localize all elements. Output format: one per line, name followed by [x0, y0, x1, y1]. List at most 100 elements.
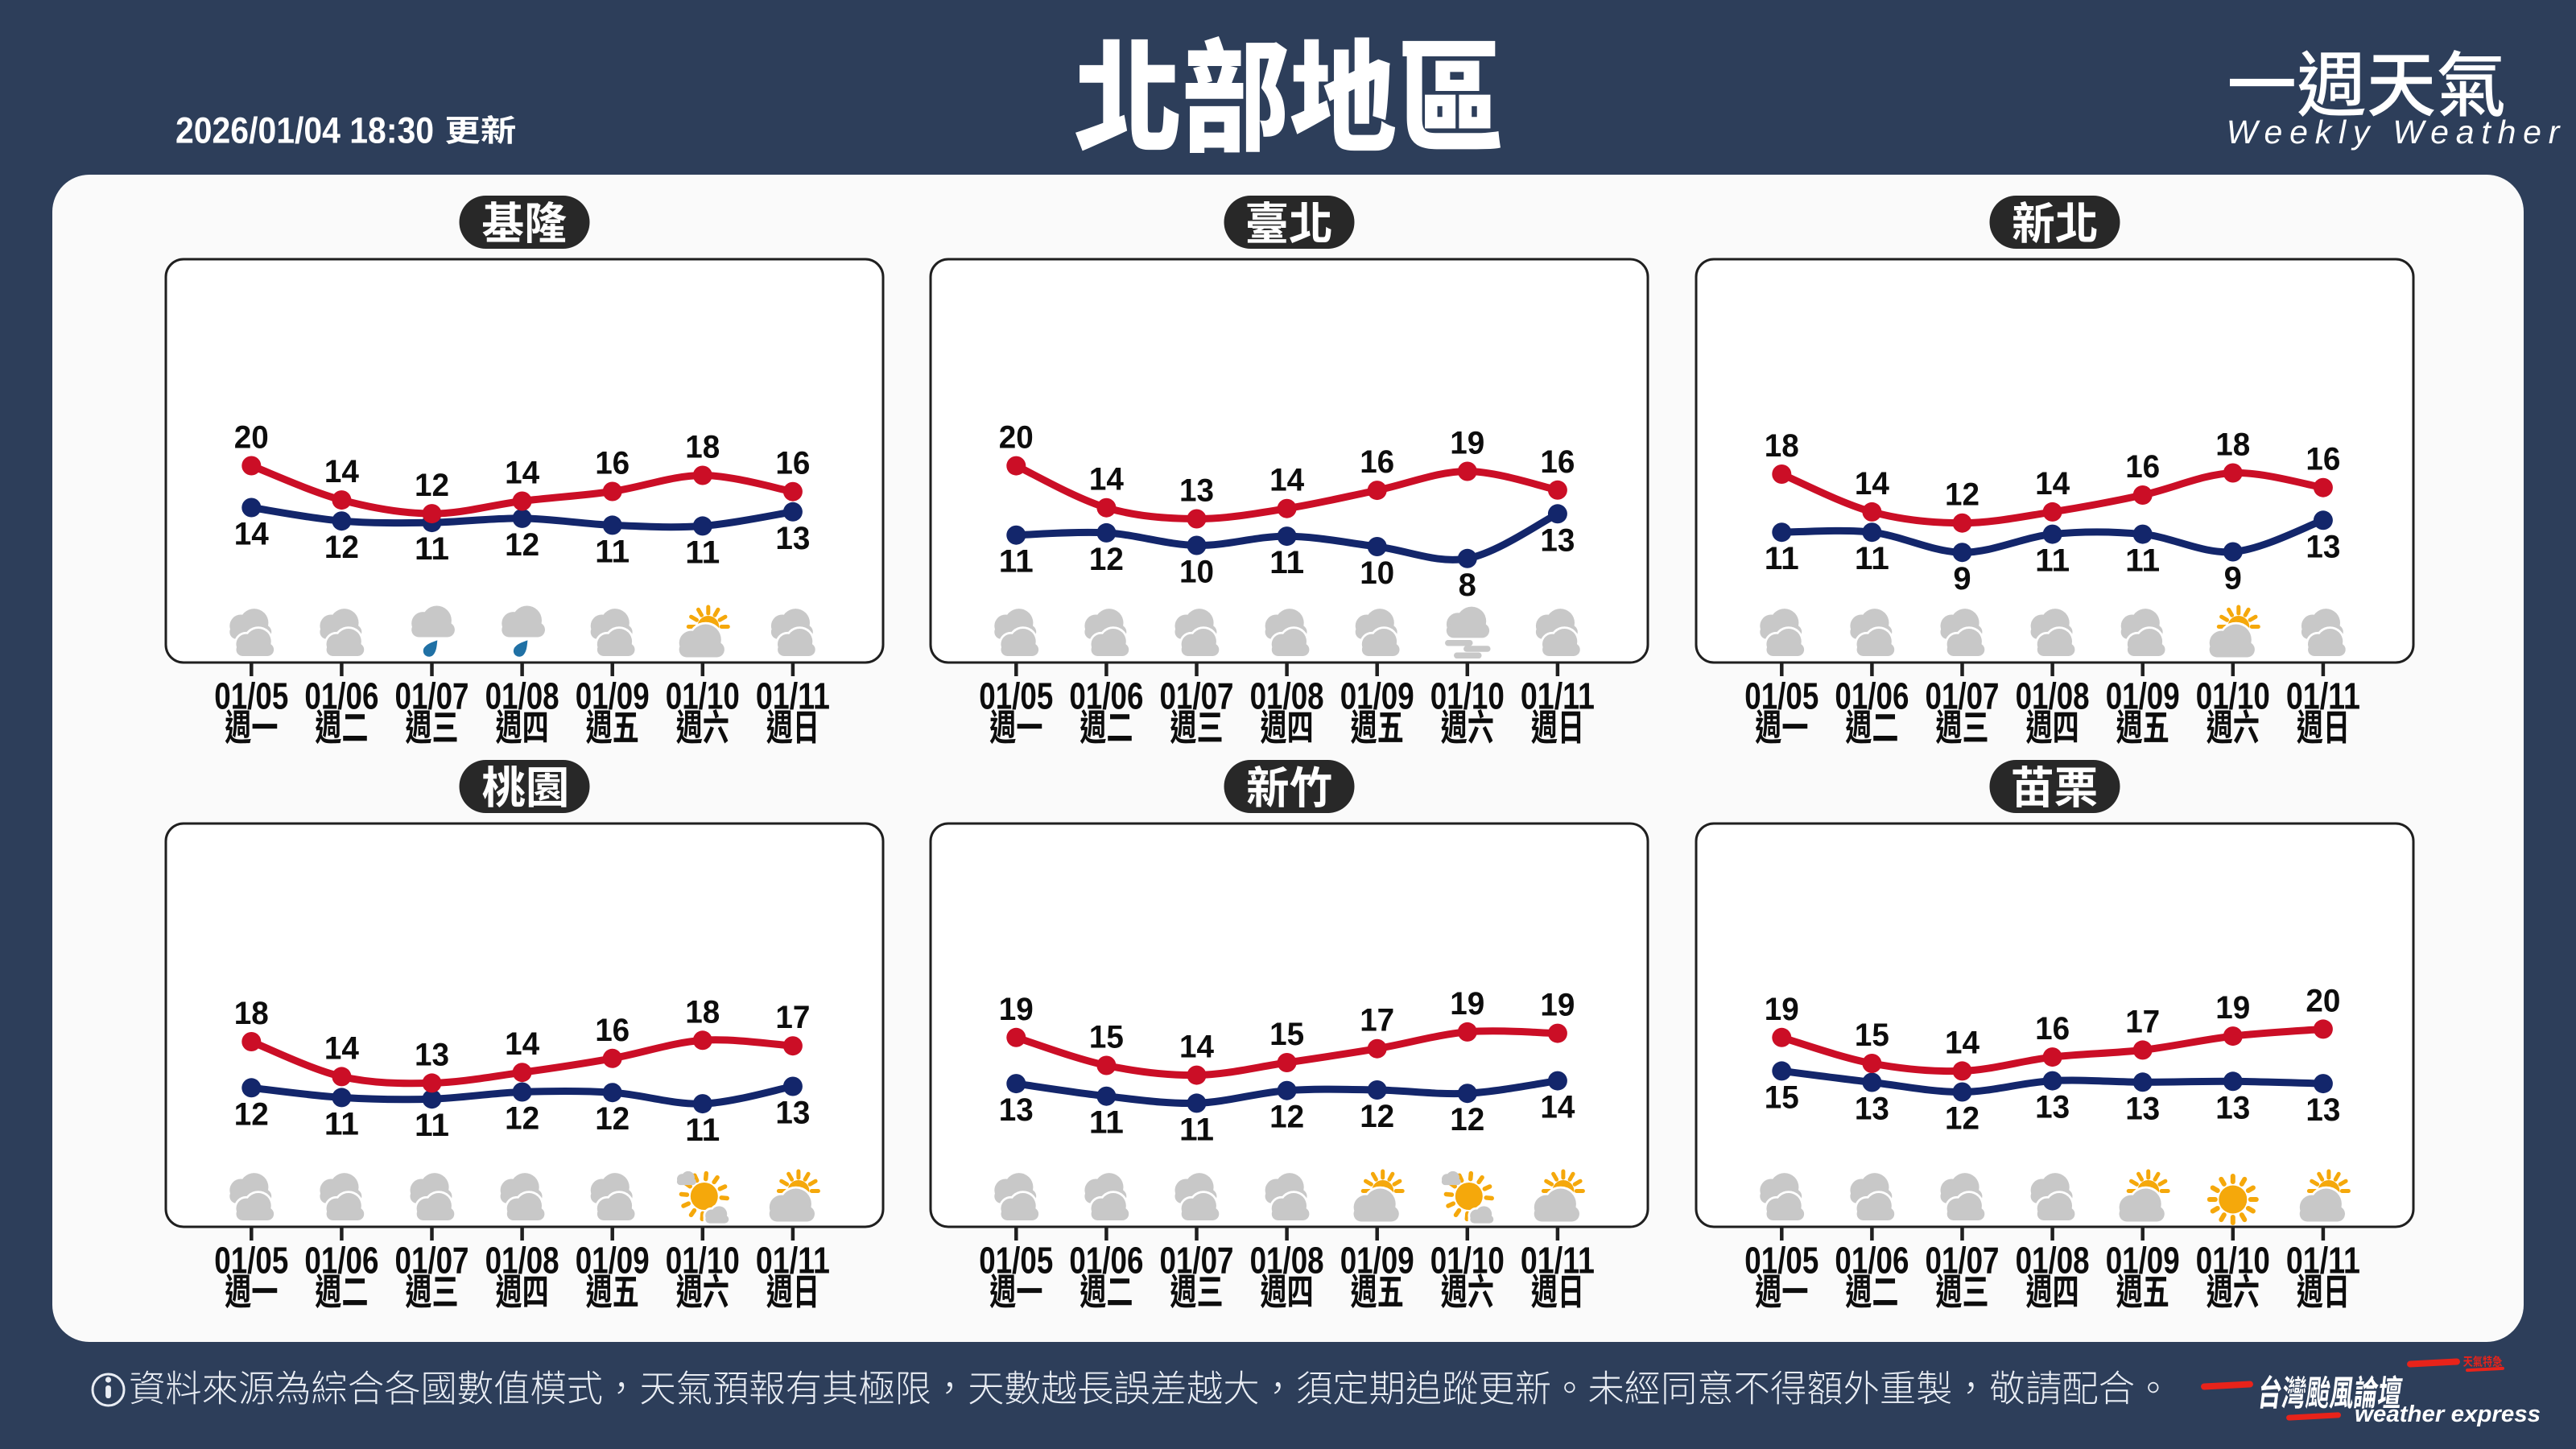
svg-text:weather express: weather express	[2355, 1402, 2541, 1427]
svg-text:14: 14	[1945, 1025, 1980, 1060]
svg-text:Weekly Weather: Weekly Weather	[2227, 114, 2566, 151]
svg-text:8: 8	[1459, 568, 1476, 603]
svg-text:15: 15	[1855, 1018, 1889, 1053]
svg-text:01/09: 01/09	[1340, 1240, 1414, 1282]
svg-text:18: 18	[1765, 428, 1799, 464]
svg-text:01/10: 01/10	[1430, 1240, 1505, 1282]
svg-text:2026/01/04 18:30: 2026/01/04 18:30	[175, 110, 434, 151]
svg-text:01/10: 01/10	[666, 675, 740, 717]
svg-text:17: 17	[775, 1000, 810, 1035]
svg-text:13: 13	[2215, 1090, 2250, 1125]
svg-text:12: 12	[234, 1096, 269, 1132]
svg-text:13: 13	[1179, 473, 1214, 509]
svg-text:01/07: 01/07	[395, 675, 469, 717]
svg-text:14: 14	[234, 517, 270, 552]
svg-text:11: 11	[685, 1113, 720, 1148]
svg-text:13: 13	[999, 1092, 1034, 1128]
svg-text:14: 14	[1540, 1090, 1575, 1125]
svg-text:16: 16	[775, 446, 810, 481]
svg-text:01/08: 01/08	[1250, 1240, 1324, 1282]
svg-text:11: 11	[999, 544, 1034, 580]
svg-text:01/09: 01/09	[2106, 1240, 2180, 1282]
svg-text:13: 13	[2306, 1092, 2340, 1128]
svg-text:11: 11	[2035, 543, 2070, 579]
svg-text:12: 12	[1945, 1101, 1979, 1137]
svg-text:01/11: 01/11	[1521, 1240, 1595, 1282]
svg-text:01/08: 01/08	[2016, 675, 2090, 717]
svg-text:18: 18	[234, 996, 269, 1031]
svg-text:01/05: 01/05	[1744, 1240, 1818, 1282]
svg-text:12: 12	[505, 527, 539, 563]
svg-text:01/11: 01/11	[2286, 675, 2360, 717]
svg-text:12: 12	[1360, 1099, 1394, 1134]
svg-text:01/09: 01/09	[576, 1240, 650, 1282]
svg-text:01/10: 01/10	[666, 1240, 740, 1282]
svg-text:01/07: 01/07	[1926, 1240, 2000, 1282]
svg-text:16: 16	[595, 1013, 630, 1048]
svg-text:10: 10	[1179, 555, 1214, 590]
svg-text:01/11: 01/11	[1521, 675, 1595, 717]
svg-text:01/07: 01/07	[1926, 675, 2000, 717]
svg-text:01/05: 01/05	[214, 1240, 288, 1282]
svg-text:19: 19	[1765, 992, 1799, 1027]
svg-text:01/05: 01/05	[214, 675, 288, 717]
svg-text:12: 12	[1945, 477, 1979, 513]
svg-text:14: 14	[324, 1030, 360, 1066]
svg-text:18: 18	[685, 430, 720, 465]
svg-text:10: 10	[1360, 555, 1394, 591]
svg-text:01/06: 01/06	[304, 675, 378, 717]
svg-text:01/09: 01/09	[576, 675, 650, 717]
svg-text:19: 19	[2215, 990, 2250, 1026]
svg-text:12: 12	[1450, 1102, 1484, 1137]
svg-text:01/10: 01/10	[2196, 675, 2270, 717]
svg-text:01/11: 01/11	[756, 1240, 830, 1282]
svg-text:15: 15	[1765, 1080, 1799, 1115]
svg-text:13: 13	[1540, 522, 1575, 558]
svg-text:01/07: 01/07	[1160, 1240, 1234, 1282]
svg-text:11: 11	[1855, 541, 1889, 576]
svg-text:01/08: 01/08	[1250, 675, 1324, 717]
svg-text:01/08: 01/08	[2016, 1240, 2090, 1282]
svg-text:19: 19	[1450, 986, 1484, 1022]
svg-text:16: 16	[2306, 442, 2340, 477]
svg-text:19: 19	[1450, 426, 1484, 461]
svg-text:16: 16	[595, 446, 630, 481]
svg-text:01/07: 01/07	[395, 1240, 469, 1282]
svg-text:12: 12	[324, 530, 359, 565]
svg-text:17: 17	[1360, 1003, 1394, 1038]
svg-text:14: 14	[1855, 466, 1890, 502]
svg-text:11: 11	[415, 531, 449, 567]
svg-text:13: 13	[415, 1037, 449, 1072]
svg-text:15: 15	[1089, 1020, 1124, 1055]
svg-text:9: 9	[1953, 561, 1971, 597]
svg-text:16: 16	[2125, 449, 2160, 485]
svg-text:20: 20	[2306, 983, 2340, 1018]
svg-text:12: 12	[1089, 542, 1124, 577]
svg-text:01/06: 01/06	[1069, 1240, 1143, 1282]
svg-text:11: 11	[1765, 541, 1799, 576]
svg-text:14: 14	[1089, 462, 1125, 497]
svg-text:18: 18	[2215, 427, 2250, 463]
svg-text:14: 14	[1269, 463, 1305, 498]
svg-text:11: 11	[685, 535, 720, 570]
svg-text:13: 13	[2035, 1090, 2070, 1125]
svg-text:11: 11	[1179, 1112, 1214, 1147]
svg-text:14: 14	[324, 454, 360, 489]
svg-text:14: 14	[1179, 1030, 1215, 1065]
svg-text:14: 14	[505, 456, 540, 491]
svg-text:14: 14	[2035, 466, 2070, 502]
svg-text:01/10: 01/10	[2196, 1240, 2270, 1282]
svg-text:9: 9	[2224, 561, 2242, 597]
svg-text:01/11: 01/11	[2286, 1240, 2360, 1282]
svg-text:16: 16	[2035, 1011, 2070, 1046]
svg-text:01/09: 01/09	[2106, 675, 2180, 717]
svg-text:13: 13	[1855, 1092, 1889, 1127]
svg-text:20: 20	[234, 420, 269, 456]
svg-text:01/07: 01/07	[1160, 675, 1234, 717]
svg-text:11: 11	[1089, 1105, 1124, 1141]
svg-text:18: 18	[685, 994, 720, 1030]
svg-text:01/09: 01/09	[1340, 675, 1414, 717]
svg-text:12: 12	[415, 468, 449, 503]
svg-text:11: 11	[324, 1106, 359, 1141]
svg-text:01/05: 01/05	[1744, 675, 1818, 717]
